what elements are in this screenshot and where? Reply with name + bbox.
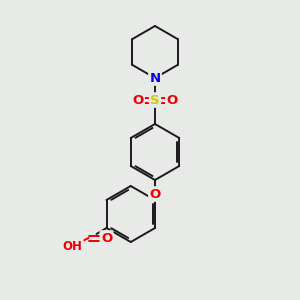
Text: O: O	[167, 94, 178, 106]
Text: OH: OH	[63, 239, 82, 253]
Text: O: O	[101, 232, 112, 244]
Text: N: N	[149, 71, 161, 85]
Text: S: S	[150, 94, 160, 106]
Text: O: O	[149, 188, 161, 200]
Text: O: O	[132, 94, 144, 106]
